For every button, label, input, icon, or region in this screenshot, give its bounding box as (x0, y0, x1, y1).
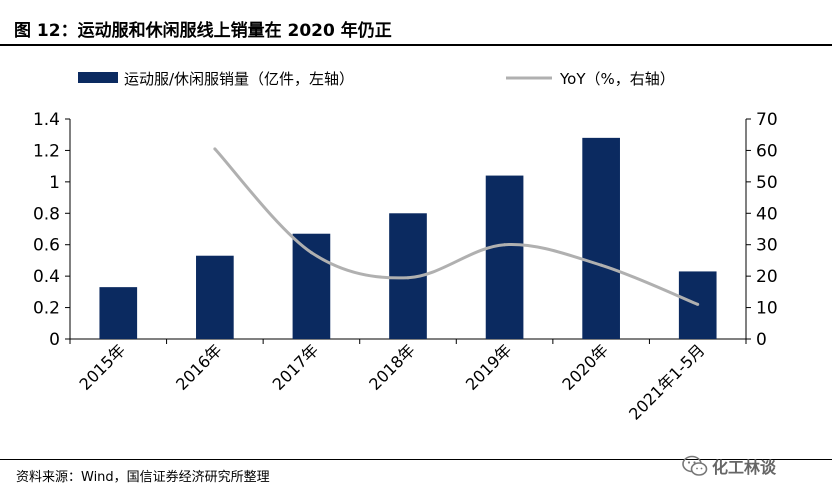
yoy-point (696, 302, 700, 306)
watermark: 化工林谈 (682, 452, 812, 482)
yoy-line (213, 147, 699, 306)
x-tick-label: 2019年 (462, 340, 516, 394)
right-tick-label: 50 (756, 173, 778, 193)
left-tick-label: 0.2 (33, 299, 60, 319)
x-tick-label: 2018年 (365, 340, 419, 394)
title-divider (0, 44, 832, 46)
x-tick-label: 2015年 (76, 340, 130, 394)
left-tick-label: 1.4 (33, 110, 60, 130)
page-title: 图 12：运动服和休闲服线上销量在 2020 年仍正 (14, 21, 392, 41)
axes: 0 0.2 0.4 0.6 0.8 1 1.2 1.4 0 10 20 30 40 50 60 70 (33, 110, 778, 350)
yoy-point (309, 251, 313, 255)
right-tick-label: 0 (756, 330, 767, 350)
bar (582, 137, 620, 339)
x-tick-label: 2016年 (172, 340, 226, 394)
left-tick-label: 0.4 (33, 267, 60, 287)
legend-bar-label: 运动服/休闲服销量（亿件，左轴） (124, 70, 354, 88)
wechat-icon (682, 455, 708, 476)
left-tick-label: 0 (49, 330, 60, 350)
legend-line-label: YoY（%，右轴） (559, 70, 675, 88)
source-note: 资料来源：Wind，国信证券经济研究所整理 (16, 470, 270, 485)
watermark-text: 化工林谈 (712, 458, 777, 477)
x-tick-label: 2020年 (558, 340, 612, 394)
bar (485, 175, 524, 339)
yoy-point (503, 243, 507, 247)
yoy-point (213, 147, 217, 151)
left-tick-label: 1.2 (33, 141, 60, 161)
x-tick-labels: 2015年 2016年 2017年 2018年 2019年 2020年 2021年1-5月 (76, 340, 709, 423)
x-tick-label: 2017年 (269, 340, 323, 394)
chart: 运动服/休闲服销量（亿件，左轴） YoY（%，右轴） 0 0.2 0.4 0.6 0.8… (33, 70, 778, 424)
right-tick-label: 70 (756, 110, 778, 130)
left-tick-label: 0.6 (33, 236, 60, 256)
right-tick-label: 10 (756, 299, 778, 319)
line-series (213, 147, 700, 306)
bar-series (99, 137, 717, 339)
legend-bar-swatch (78, 72, 118, 83)
right-tick-label: 60 (756, 141, 778, 161)
left-tick-label: 0.8 (33, 204, 60, 224)
bar (292, 233, 331, 339)
right-tick-label: 20 (756, 267, 778, 287)
footer-divider (0, 459, 832, 460)
yoy-point (406, 276, 410, 280)
legend: 运动服/休闲服销量（亿件，左轴） YoY（%，右轴） (78, 70, 675, 88)
x-tick-label: 2021年1-5月 (625, 340, 708, 423)
yoy-point (599, 263, 603, 267)
bar (99, 287, 138, 339)
right-tick-label: 30 (756, 236, 778, 256)
bar (196, 255, 234, 339)
left-tick-label: 1 (49, 173, 60, 193)
title-bar: 图 12：运动服和休闲服线上销量在 2020 年仍正 (0, 0, 832, 44)
right-tick-label: 40 (756, 204, 778, 224)
